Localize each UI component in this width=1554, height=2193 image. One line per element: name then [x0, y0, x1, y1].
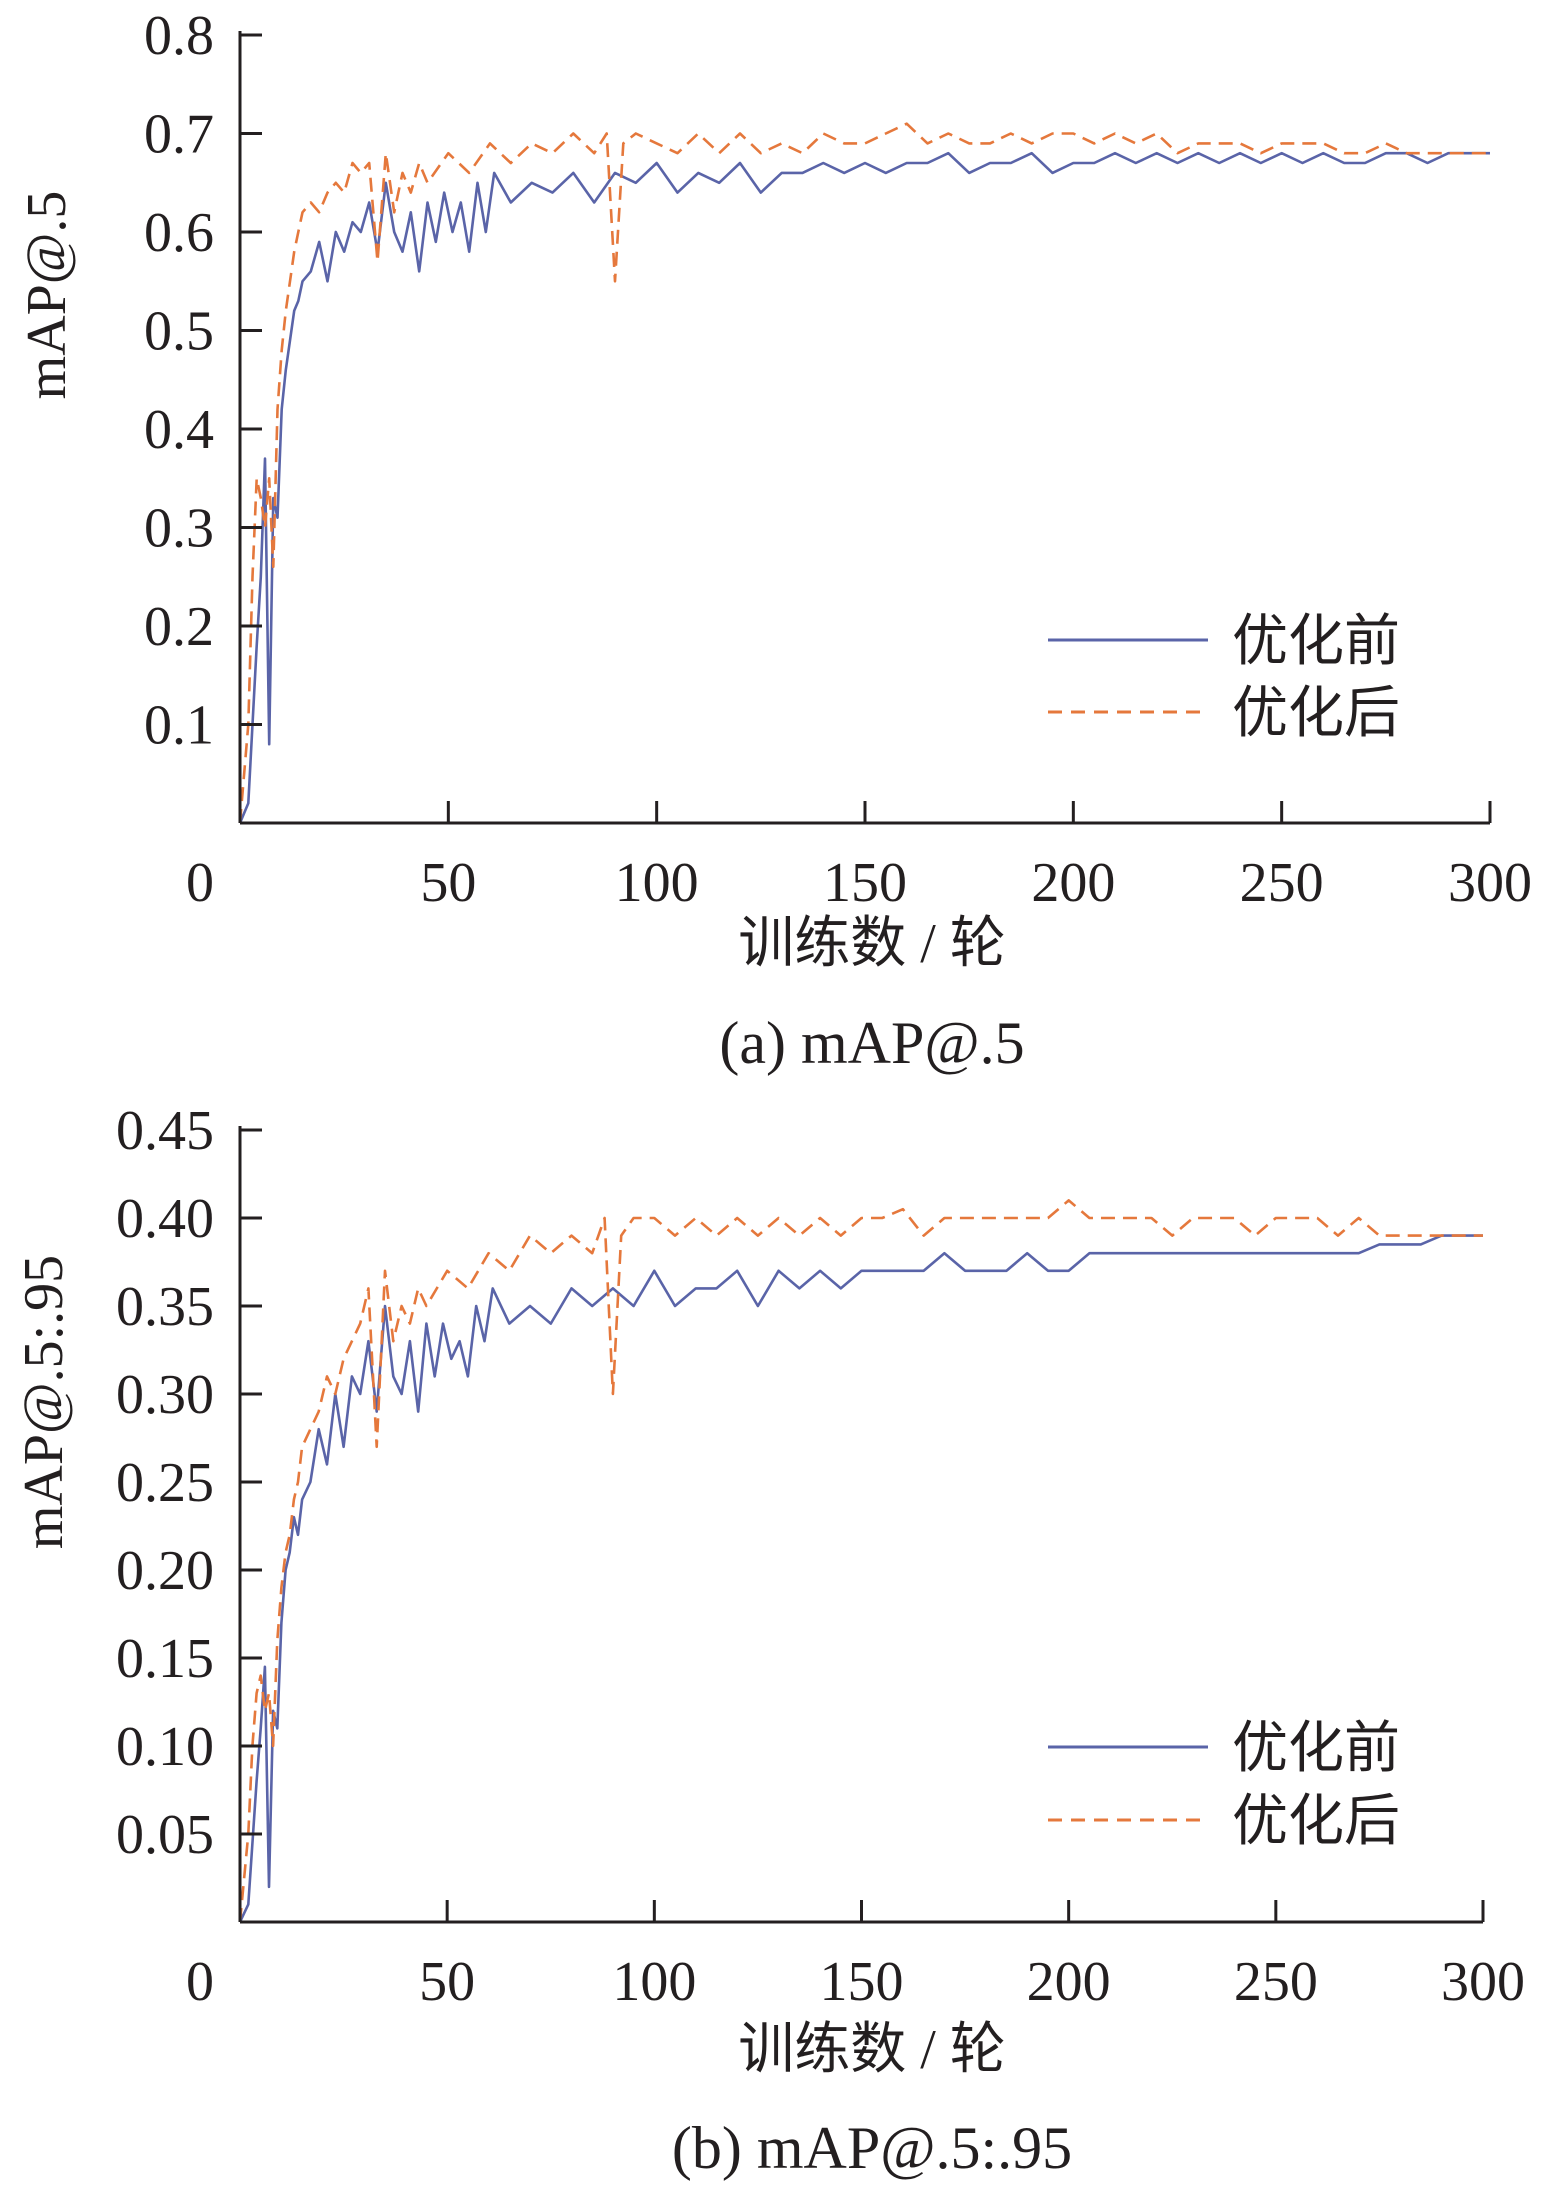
panel-caption: (a) mAP@.5 [719, 1010, 1024, 1076]
x-tick-label: 250 [1234, 1951, 1318, 2013]
x-axis-title: 训练数 / 轮 [738, 913, 1006, 975]
y-tick-label: 0.3 [144, 498, 214, 560]
chart-panel-b: 0 50 100 150 200 250 300 0.05 0.10 0.15 0.20 0.25 0.… [13, 1100, 1525, 2181]
x-tick-label: 150 [820, 1951, 904, 2013]
legend: 优化前 优化后 [1048, 1718, 1400, 1853]
series-lines [238, 1199, 1483, 1923]
x-tick-label: 200 [1031, 852, 1115, 914]
ticks: 0 50 100 150 200 250 300 0.1 0.2 0.3 0.4 0.5 0.6 0.7 0… [144, 5, 1532, 914]
x-tick-label: 200 [1027, 1951, 1111, 2013]
y-axis-title: mAP@.5 [16, 191, 78, 400]
y-tick-label: 0.45 [116, 1100, 214, 1162]
legend-label-before: 优化前 [1232, 1718, 1400, 1780]
series-line-before [238, 151, 1490, 824]
y-tick-label: 0.25 [116, 1452, 214, 1514]
x-tick-label: 300 [1448, 852, 1532, 914]
y-tick-label: 0.15 [116, 1628, 214, 1690]
x-tick-label: 50 [420, 852, 476, 914]
y-tick-label: 0.1 [144, 695, 214, 757]
y-tick-label: 0.05 [116, 1804, 214, 1866]
y-tick-label: 0.7 [144, 104, 214, 166]
series-line-after [238, 122, 1490, 824]
panel-caption: (b) mAP@.5:.95 [672, 2115, 1072, 2181]
x-tick-label: 300 [1441, 1951, 1525, 2013]
legend-label-after: 优化后 [1232, 1791, 1400, 1853]
x-axis-title: 训练数 / 轮 [738, 2019, 1006, 2081]
y-axis-title: mAP@.5:.95 [13, 1255, 75, 1549]
y-tick-label: 0.40 [116, 1188, 214, 1250]
chart-panel-a: 0 50 100 150 200 250 300 0.1 0.2 0.3 0.4 0.5 0.6 0.7 0… [16, 5, 1532, 1076]
y-tick-label: 0.2 [144, 596, 214, 658]
y-tick-label: 0.5 [144, 301, 214, 363]
legend-label-after: 优化后 [1232, 683, 1400, 745]
y-tick-label: 0.8 [144, 5, 214, 67]
ticks: 0 50 100 150 200 250 300 0.05 0.10 0.15 0.20 0.25 0.… [116, 1100, 1525, 2013]
y-tick-label: 0.30 [116, 1364, 214, 1426]
y-tick-label: 0.6 [144, 202, 214, 264]
series-lines [238, 122, 1490, 824]
legend: 优化前 优化后 [1048, 611, 1400, 745]
series-line-after [238, 1199, 1483, 1923]
y-tick-label: 0.35 [116, 1276, 214, 1338]
x-tick-label: 0 [186, 1951, 214, 2013]
legend-label-before: 优化前 [1232, 611, 1400, 673]
x-tick-label: 0 [186, 852, 214, 914]
y-tick-label: 0.20 [116, 1540, 214, 1602]
x-tick-label: 50 [419, 1951, 475, 2013]
x-tick-label: 100 [612, 1951, 696, 2013]
y-tick-label: 0.4 [144, 399, 214, 461]
x-tick-label: 250 [1240, 852, 1324, 914]
x-tick-label: 100 [615, 852, 699, 914]
y-tick-label: 0.10 [116, 1716, 214, 1778]
x-tick-label: 150 [823, 852, 907, 914]
series-line-before [238, 1234, 1483, 1923]
